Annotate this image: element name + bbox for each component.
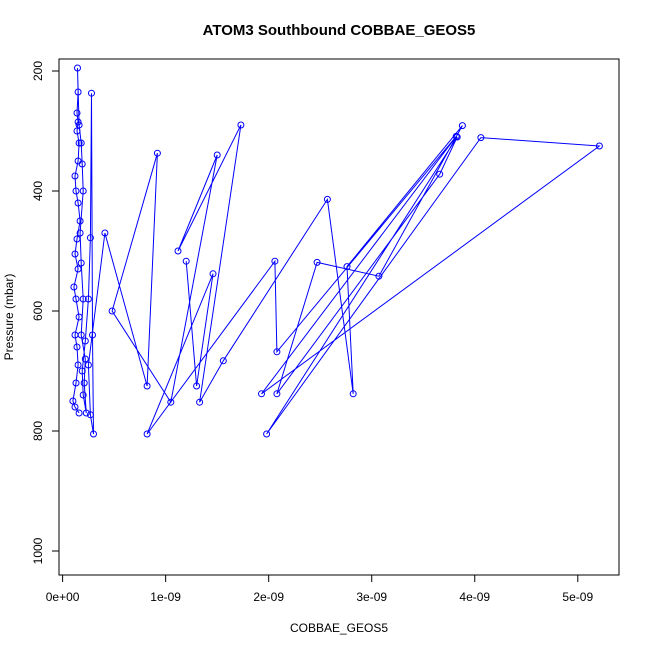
data-point [477,134,485,142]
data-point [73,109,81,117]
data-point [209,270,217,278]
data-point [193,382,201,390]
data-point [78,160,86,168]
data-point [90,430,97,438]
data-point [84,361,92,369]
x-tick-label: 4e-09 [459,590,490,604]
data-point [77,139,85,147]
x-tick-label: 1e-09 [150,590,181,604]
y-tick-label: 1000 [31,537,45,564]
data-point [79,187,87,195]
chart-title: ATOM3 Southbound COBBAE_GEOS5 [203,22,476,39]
data-point [75,409,83,417]
data-point [73,127,81,135]
data-point [458,122,466,130]
data-point [271,257,279,265]
x-axis-label: COBBAE_GEOS5 [290,621,388,635]
data-point [69,397,77,405]
data-point [323,195,331,203]
data-point [74,265,82,273]
data-point [143,382,151,390]
y-tick-label: 600 [31,301,45,321]
data-point [89,331,96,339]
data-point [77,331,85,339]
data-point [436,170,444,178]
data-point [71,172,79,180]
data-point [74,88,82,96]
data-point [182,257,190,265]
data-point [143,430,151,438]
data-point [74,118,82,126]
data-point [77,259,85,267]
data-point [167,398,175,406]
data-point [153,149,161,157]
data-point [343,263,351,271]
data-point [313,258,321,266]
data-point [86,234,94,242]
x-tick-label: 0e+00 [46,590,80,604]
data-point [75,139,83,147]
data-point [108,307,116,315]
data-point [73,235,81,243]
data-point [74,64,81,72]
data-point [213,151,221,159]
data-point [82,409,90,417]
y-tick-label: 200 [31,61,45,81]
data-point [80,379,88,387]
data-point [375,272,383,280]
data-point [75,313,83,321]
data-point [75,121,83,129]
data-point [349,390,357,398]
data-point [595,142,603,150]
data-point [74,199,82,207]
data-point [71,403,79,411]
data-point [72,187,80,195]
data-point [78,367,86,375]
data-point [71,250,79,258]
data-point [79,295,87,303]
data-point [72,379,80,387]
data-point [174,247,182,255]
series-line [72,67,601,435]
y-axis-label: Pressure (mbar) [2,274,16,361]
data-point [74,361,82,369]
data-point [196,398,204,406]
data-point [84,295,92,303]
x-tick-label: 5e-09 [562,590,593,604]
data-point [81,355,89,363]
data-point [88,89,95,97]
data-point [70,283,78,291]
data-point [72,295,80,303]
data-point [273,390,281,398]
data-point [258,390,265,398]
data-point [237,121,245,129]
data-point [101,229,109,237]
data-point [273,348,281,356]
y-axis: 200 400 600 800 1000 [31,61,60,564]
data-point [73,343,81,351]
y-tick-label: 400 [31,181,45,201]
data-point [81,337,89,345]
x-tick-label: 3e-09 [356,590,387,604]
series-layer [69,64,603,438]
x-tick-label: 2e-09 [253,590,284,604]
data-point [79,391,87,399]
data-point [86,411,94,419]
data-point [76,217,84,225]
y-tick-label: 800 [31,421,45,441]
data-point [263,430,271,438]
data-point [219,357,227,365]
data-point [76,229,84,237]
data-point [452,132,460,140]
x-axis: 0e+00 1e-09 2e-09 3e-09 4e-09 5e-09 [46,574,593,604]
